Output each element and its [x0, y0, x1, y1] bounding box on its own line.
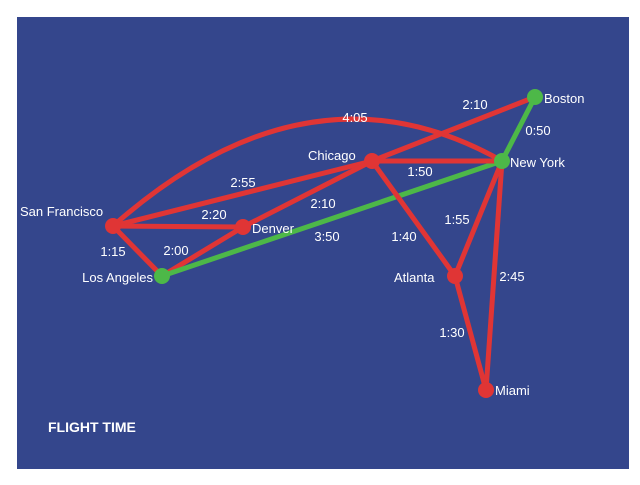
flight-time-los-angeles-denver: 2:00	[163, 243, 188, 258]
diagram-caption: FLIGHT TIME	[48, 419, 136, 435]
flight-time-new-york-atlanta: 1:55	[444, 212, 469, 227]
flight-time-san-francisco-new-york: 4:05	[342, 110, 367, 125]
flight-times-layer: 4:05 2:55 2:20 1:15 2:00 2:10 3:50 2:10 1:50 0:50…	[100, 97, 550, 340]
city-label-miami: Miami	[495, 383, 530, 398]
city-node-denver	[235, 219, 251, 235]
flight-time-new-york-miami: 2:45	[499, 269, 524, 284]
city-label-chicago: Chicago	[308, 148, 356, 163]
city-node-atlanta	[447, 268, 463, 284]
flight-time-san-francisco-chicago: 2:55	[230, 175, 255, 190]
city-node-new-york	[494, 153, 510, 169]
city-label-atlanta: Atlanta	[394, 270, 435, 285]
route-new-york-boston	[499, 94, 538, 164]
city-label-san-francisco: San Francisco	[20, 204, 103, 219]
city-node-san-francisco	[105, 218, 121, 234]
city-label-boston: Boston	[544, 91, 584, 106]
route-denver-chicago	[240, 158, 375, 230]
city-label-new-york: New York	[510, 155, 565, 170]
route-atlanta-miami	[452, 273, 489, 393]
route-chicago-boston	[369, 94, 538, 164]
route-san-francisco-new-york	[110, 116, 505, 229]
route-los-angeles-new-york	[159, 158, 505, 279]
city-label-los-angeles: Los Angeles	[82, 270, 153, 285]
route-new-york-atlanta	[452, 158, 505, 279]
city-node-miami	[478, 382, 494, 398]
route-chicago-atlanta	[369, 158, 458, 279]
flight-time-chicago-boston: 2:10	[462, 97, 487, 112]
city-node-boston	[527, 89, 543, 105]
route-los-angeles-denver	[159, 224, 246, 279]
city-node-los-angeles	[154, 268, 170, 284]
route-san-francisco-denver	[110, 223, 246, 230]
routes-layer	[110, 94, 538, 393]
diagram-background	[17, 17, 629, 469]
city-label-denver: Denver	[252, 221, 295, 236]
flight-time-san-francisco-los-angeles: 1:15	[100, 244, 125, 259]
city-names-layer: San Francisco Los Angeles Denver Chicago New…	[20, 91, 584, 398]
flight-time-chicago-atlanta: 1:40	[391, 229, 416, 244]
flight-time-atlanta-miami: 1:30	[439, 325, 464, 340]
flight-time-new-york-boston: 0:50	[525, 123, 550, 138]
flight-time-chicago-new-york: 1:50	[407, 164, 432, 179]
cities-layer	[105, 89, 543, 398]
flight-time-denver-chicago: 2:10	[310, 196, 335, 211]
route-new-york-miami	[483, 158, 505, 393]
route-san-francisco-los-angeles	[110, 223, 165, 279]
flight-time-los-angeles-new-york: 3:50	[314, 229, 339, 244]
city-node-chicago	[364, 153, 380, 169]
route-san-francisco-chicago	[110, 158, 375, 229]
flight-time-san-francisco-denver: 2:20	[201, 207, 226, 222]
